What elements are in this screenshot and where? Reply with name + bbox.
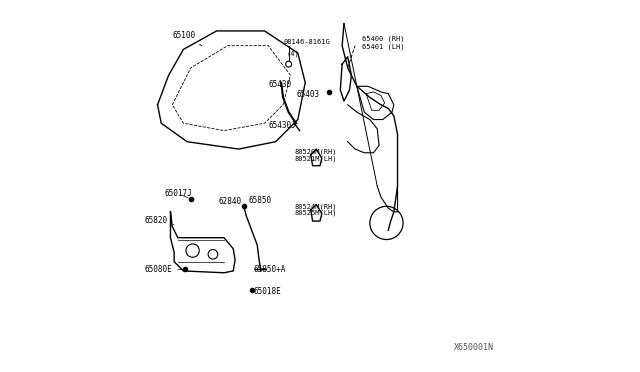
Text: 65850: 65850	[248, 196, 271, 205]
Text: 80521M(LH): 80521M(LH)	[295, 155, 337, 161]
Text: 65100: 65100	[172, 31, 202, 46]
Text: 62840: 62840	[219, 197, 242, 206]
Text: 80525M(LH): 80525M(LH)	[295, 210, 337, 216]
Text: 65400 (RH): 65400 (RH)	[362, 35, 405, 42]
Text: 65820: 65820	[145, 216, 174, 225]
Text: 08146-8161G: 08146-8161G	[283, 39, 330, 45]
Text: 65430J: 65430J	[268, 121, 296, 129]
Text: 65430: 65430	[268, 80, 291, 89]
Text: 65401 (LH): 65401 (LH)	[362, 43, 405, 50]
Text: 80520M(RH): 80520M(RH)	[295, 148, 337, 155]
Text: X650001N: X650001N	[454, 343, 493, 352]
Text: 65018E: 65018E	[253, 287, 282, 296]
Text: 65850+A: 65850+A	[253, 264, 286, 274]
Text: 65403: 65403	[297, 90, 320, 99]
Text: 80524M(RH): 80524M(RH)	[295, 203, 337, 209]
Text: (4): (4)	[287, 51, 300, 57]
Text: 65017J: 65017J	[165, 189, 193, 198]
Text: 65080E: 65080E	[145, 264, 182, 274]
